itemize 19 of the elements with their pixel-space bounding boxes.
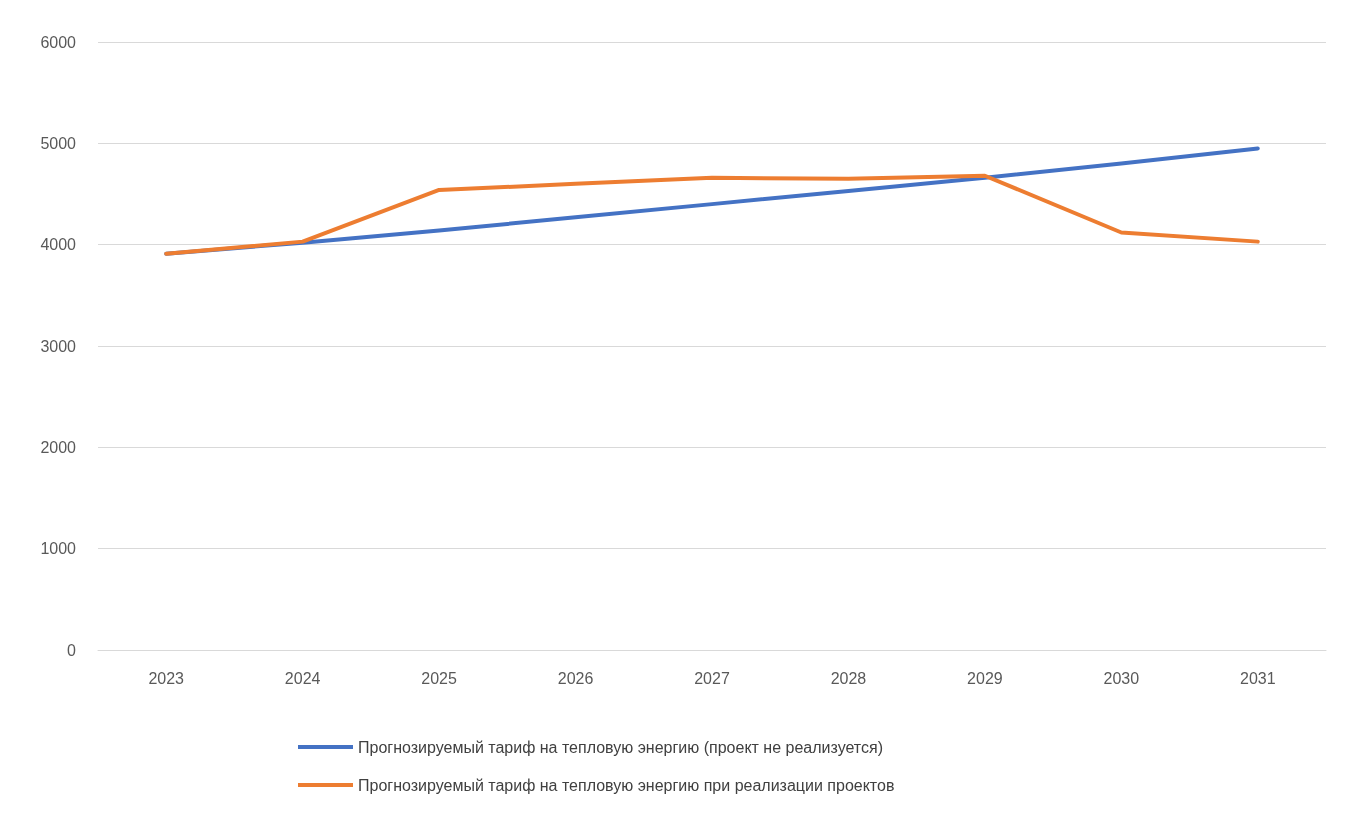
legend-label: Прогнозируемый тариф на тепловую энергию при реализации проектов xyxy=(358,776,895,794)
x-tick-label: 2031 xyxy=(1239,669,1276,687)
legend-label: Прогнозируемый тариф на тепловую энергию (проект не реализуется) xyxy=(358,738,883,756)
x-tick-label: 2025 xyxy=(421,669,458,687)
x-tick-label: 2030 xyxy=(1103,669,1140,687)
x-tick-label: 2027 xyxy=(694,669,730,687)
x-tick-label: 2024 xyxy=(284,669,321,687)
y-tick-label: 6000 xyxy=(40,33,77,51)
y-tick-label: 4000 xyxy=(40,236,77,254)
y-tick-label: 0 xyxy=(67,641,77,659)
y-tick-label: 5000 xyxy=(40,134,77,152)
x-tick-label: 2023 xyxy=(148,669,185,687)
y-tick-label: 1000 xyxy=(40,540,77,558)
y-tick-label: 2000 xyxy=(40,438,77,456)
y-tick-label: 3000 xyxy=(40,337,77,355)
line-series xyxy=(164,173,1260,256)
x-tick-label: 2026 xyxy=(557,669,594,687)
x-tick-label: 2028 xyxy=(830,669,867,687)
x-tick-label: 2029 xyxy=(967,669,1003,687)
